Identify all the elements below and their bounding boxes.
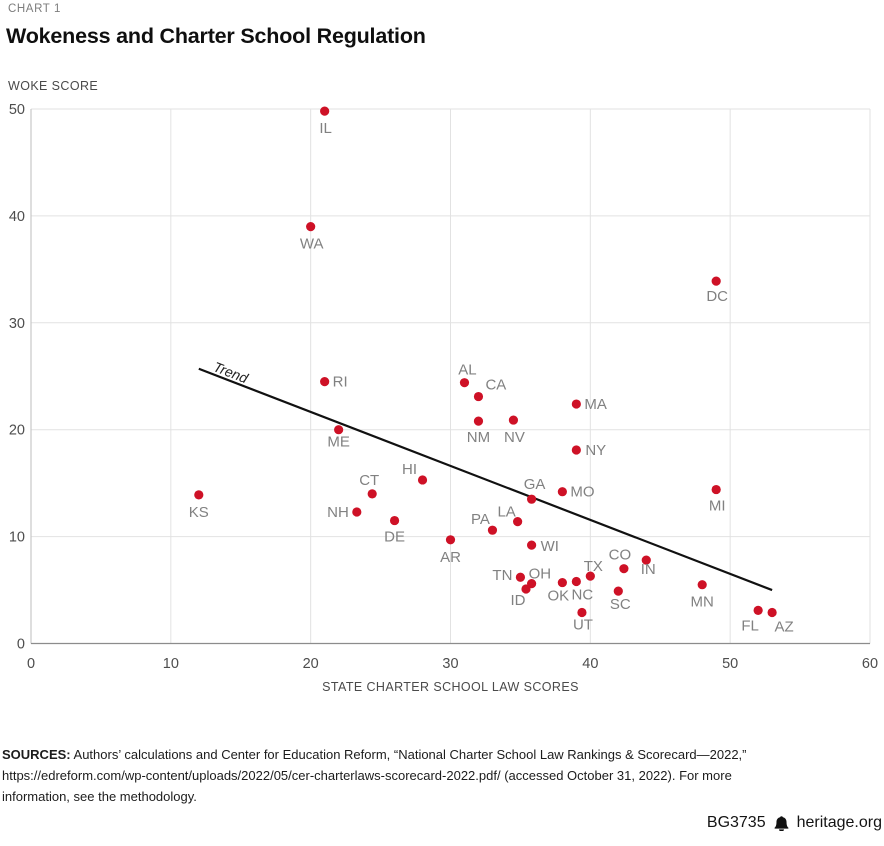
y-axis-title: WOKE SCORE	[8, 79, 99, 93]
state-label-DC: DC	[706, 288, 728, 305]
y-tick-label-30: 30	[9, 316, 25, 332]
data-point-NY	[571, 445, 581, 455]
data-point-DC	[711, 276, 721, 286]
state-label-MO: MO	[570, 484, 594, 501]
state-label-AL: AL	[458, 362, 476, 379]
doc-id: BG3735	[706, 814, 766, 831]
data-point-IN	[641, 555, 651, 565]
data-point-CA	[473, 391, 484, 402]
state-label-NV: NV	[504, 429, 525, 446]
data-point-MN	[697, 580, 707, 590]
state-label-HI: HI	[402, 461, 417, 478]
data-point-NM	[473, 416, 484, 426]
data-point-WA	[306, 221, 316, 232]
state-label-ME: ME	[327, 434, 350, 451]
data-point-DE	[389, 515, 400, 526]
state-label-NH: NH	[327, 504, 349, 521]
state-label-DE: DE	[384, 529, 405, 546]
state-label-CT: CT	[359, 472, 379, 489]
x-tick-label-30: 30	[442, 656, 458, 672]
data-point-FL	[753, 605, 763, 615]
state-label-NC: NC	[572, 586, 594, 603]
state-label-AZ: AZ	[775, 618, 794, 635]
x-tick-label-50: 50	[722, 656, 738, 672]
state-label-WI: WI	[541, 538, 559, 555]
sources-note: SOURCES: Authors’ calculations and Cente…	[2, 744, 777, 807]
data-point-TX	[585, 571, 595, 581]
state-label-CA: CA	[485, 377, 506, 394]
data-point-TN	[515, 572, 526, 582]
y-tick-label-0: 0	[17, 637, 25, 653]
state-label-NY: NY	[585, 442, 606, 459]
data-point-AR	[445, 535, 456, 545]
state-label-LA: LA	[497, 504, 515, 521]
data-point-OK	[557, 577, 567, 588]
data-point-MA	[571, 399, 581, 409]
data-point-UT	[577, 607, 587, 618]
trend-line	[198, 367, 773, 592]
state-label-MN: MN	[691, 594, 714, 611]
state-label-MA: MA	[584, 396, 607, 413]
chart-title: Wokeness and Charter School Regulation	[6, 24, 426, 48]
sources-label: SOURCES:	[2, 747, 71, 762]
x-tick-label-20: 20	[303, 656, 319, 672]
x-tick-label-10: 10	[163, 656, 179, 672]
data-point-LA	[513, 517, 523, 527]
state-label-MI: MI	[709, 498, 726, 515]
data-point-AZ	[767, 607, 777, 618]
data-point-PA	[487, 525, 498, 535]
liberty-bell-icon	[773, 815, 790, 832]
data-point-MI	[711, 484, 721, 495]
state-label-SC: SC	[610, 596, 631, 613]
x-tick-label-40: 40	[582, 656, 598, 672]
data-point-AL	[459, 378, 470, 388]
data-point-NC	[571, 576, 581, 587]
state-label-TN: TN	[492, 567, 512, 584]
y-tick-label-20: 20	[9, 423, 25, 439]
sources-text: Authors’ calculations and Center for Edu…	[2, 747, 747, 804]
data-point-RI	[320, 376, 330, 387]
y-tick-label-10: 10	[9, 530, 25, 546]
x-tick-label-0: 0	[27, 656, 35, 672]
data-point-GA	[527, 494, 537, 504]
data-point-SC	[613, 586, 623, 596]
data-point-ME	[334, 425, 344, 435]
state-label-OK: OK	[548, 588, 570, 605]
data-point-MO	[557, 487, 567, 497]
footer-brand: BG3735 heritage.org	[707, 814, 882, 832]
state-label-CO: CO	[609, 547, 632, 564]
state-label-OH: OH	[529, 566, 552, 583]
state-label-GA: GA	[524, 476, 546, 493]
y-tick-label-50: 50	[9, 102, 25, 118]
state-label-IL: IL	[319, 120, 332, 137]
state-label-WA: WA	[300, 236, 324, 253]
state-label-FL: FL	[741, 617, 759, 634]
state-label-ID: ID	[511, 592, 526, 609]
state-label-KS: KS	[189, 504, 209, 521]
state-label-TX: TX	[584, 558, 603, 575]
data-point-IL	[320, 106, 330, 116]
state-label-NM: NM	[467, 429, 490, 446]
state-label-UT: UT	[573, 616, 593, 633]
y-tick-label-40: 40	[9, 209, 25, 225]
state-label-IN: IN	[641, 561, 656, 578]
x-tick-label-60: 60	[862, 656, 878, 672]
data-point-ID	[521, 584, 531, 594]
data-point-KS	[194, 490, 204, 500]
data-point-CT	[367, 489, 377, 499]
data-point-NH	[352, 507, 362, 517]
state-label-AR: AR	[440, 549, 461, 566]
state-label-RI: RI	[333, 374, 348, 391]
site-label: heritage.org	[796, 814, 882, 831]
x-axis-title: STATE CHARTER SCHOOL LAW SCORES	[322, 680, 579, 694]
data-point-CO	[619, 564, 629, 574]
data-point-HI	[417, 475, 428, 485]
data-point-WI	[527, 540, 537, 550]
scatter-plot: IL WA DC RI AL CA MA NV NM ME NY HI MI MO CT KS GA NH DE LA…	[9, 102, 878, 694]
chart-kicker: CHART 1	[8, 3, 61, 15]
state-label-PA: PA	[471, 511, 490, 528]
data-point-NV	[508, 415, 519, 425]
